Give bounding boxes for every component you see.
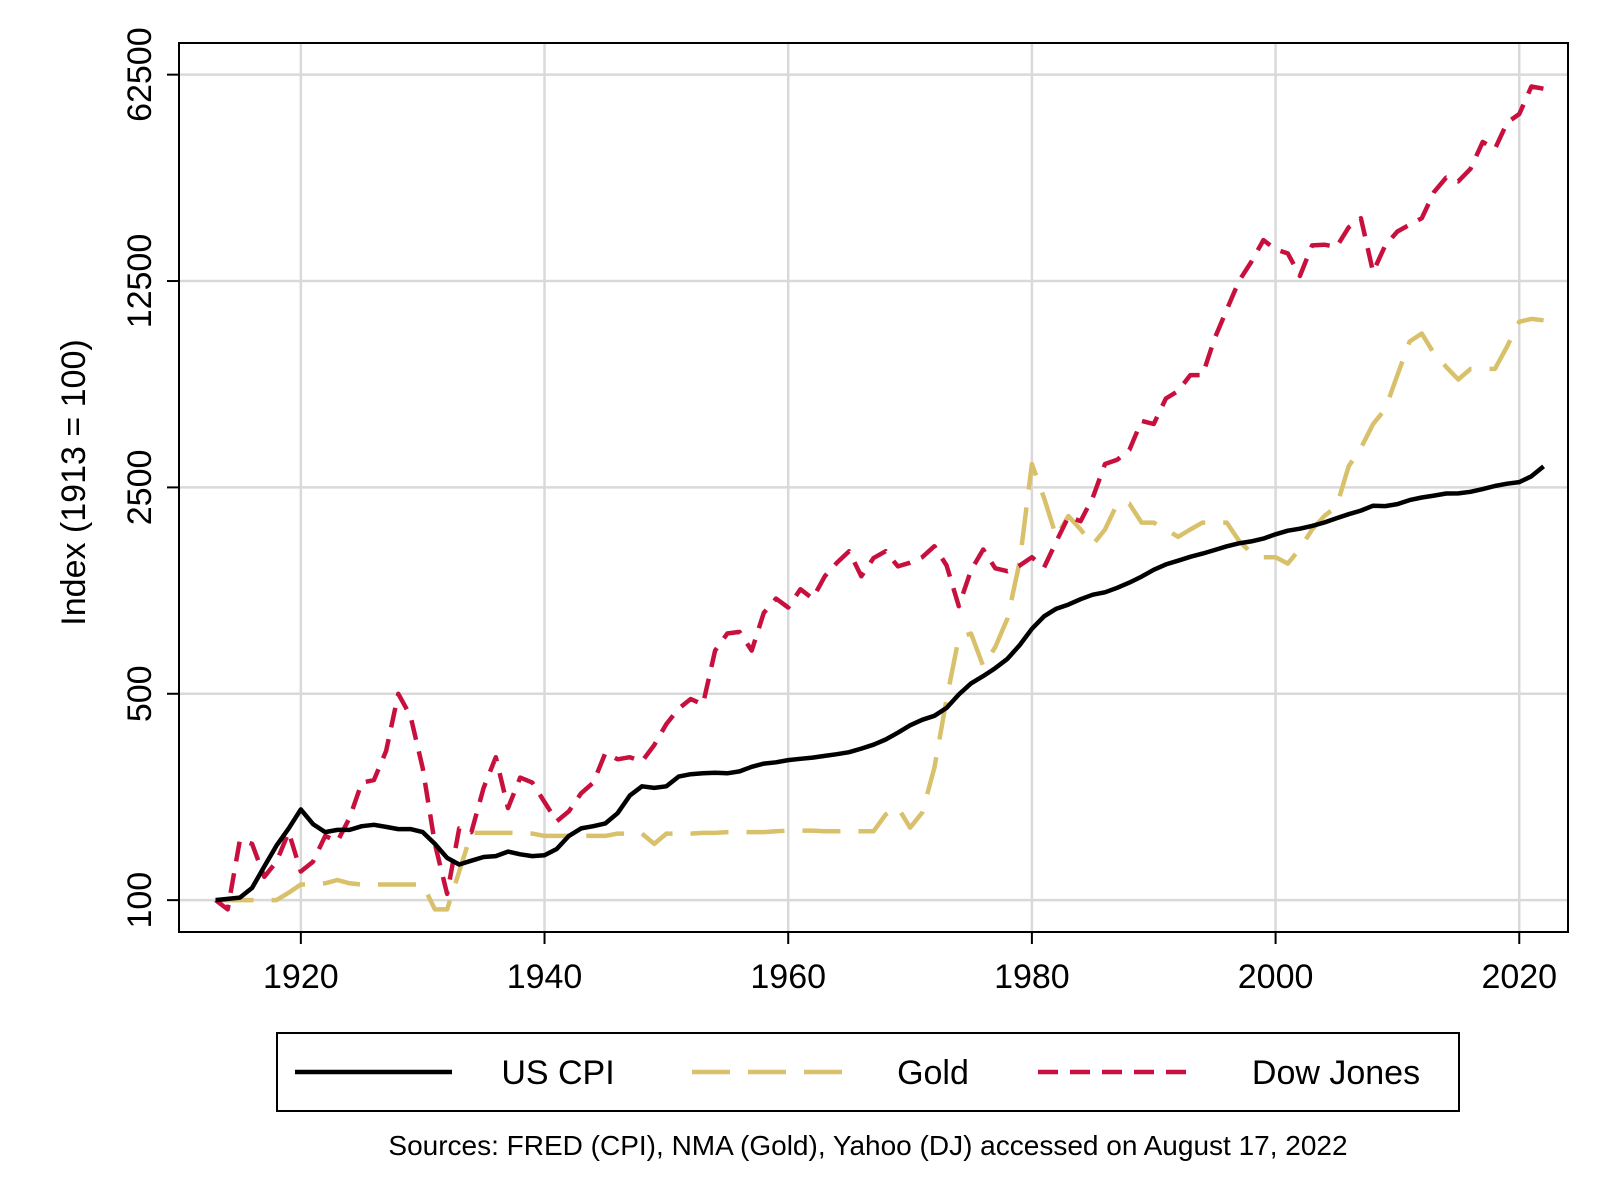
series-line-us-cpi	[215, 464, 1546, 903]
legend-label: Gold	[897, 1054, 969, 1092]
series-layer	[214, 84, 1546, 912]
y-tick-label: 500	[121, 665, 159, 722]
series-line-gold	[215, 316, 1544, 912]
x-tick-label: 1980	[994, 958, 1070, 996]
x-tick-label: 2020	[1481, 958, 1557, 996]
legend-box	[276, 1032, 1460, 1112]
legend: US CPI Gold Dow Jones	[276, 1032, 1460, 1112]
y-tick-label: 2500	[121, 450, 159, 526]
x-tick-label: 2000	[1238, 958, 1314, 996]
x-axis: 1920 1940 1960 1980 2000 2020	[263, 932, 1557, 996]
series-line-dow-jones	[214, 84, 1544, 912]
x-tick-label: 1960	[750, 958, 826, 996]
legend-label: Dow Jones	[1252, 1054, 1420, 1092]
y-tick-label: 62500	[121, 27, 159, 122]
y-tick-label: 100	[121, 872, 159, 929]
x-tick-label: 1940	[507, 958, 583, 996]
y-axis: 100 500 2500 12500 62500	[121, 27, 179, 929]
y-axis-title: Index (1913 = 100)	[55, 339, 93, 625]
gridlines	[179, 43, 1568, 932]
legend-label: US CPI	[501, 1054, 614, 1092]
y-tick-label: 12500	[121, 234, 159, 329]
source-note: Sources: FRED (CPI), NMA (Gold), Yahoo (…	[388, 1130, 1347, 1161]
x-tick-label: 1920	[263, 958, 339, 996]
